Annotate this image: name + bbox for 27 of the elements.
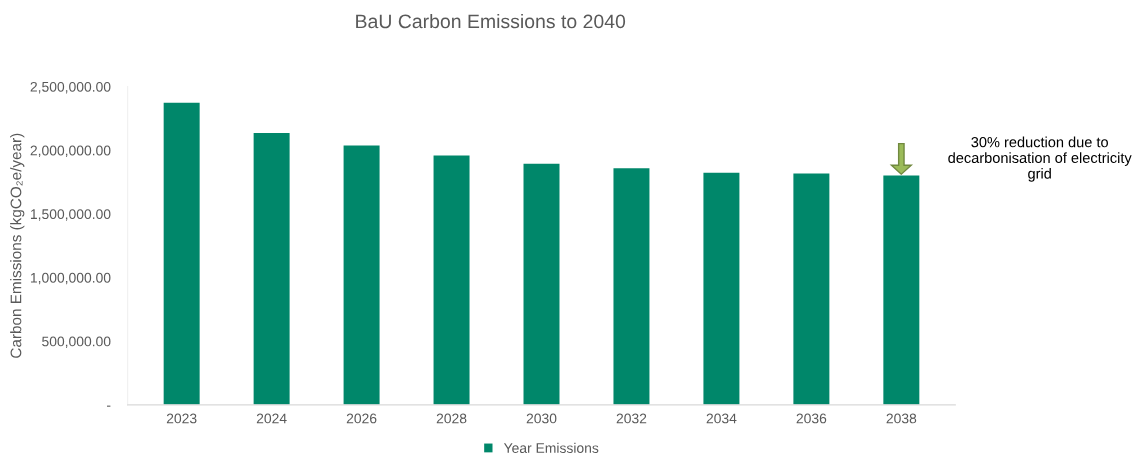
bar [163,102,200,405]
bar [793,173,830,405]
bar [613,168,650,405]
y-tick-label: 2,000,000.00 [30,145,111,158]
x-tick-label: 2032 [616,413,647,424]
x-tick-label: 2030 [526,413,557,424]
x-tick-label: 2028 [436,413,467,424]
y-tick-label: 2,500,000.00 [30,81,111,94]
y-tick-label: 1,000,000.00 [30,272,111,285]
bar [433,155,470,405]
y-axis-title: Carbon Emissions (kgCO₂e/year) [10,133,25,358]
x-tick-label: 2024 [256,413,287,424]
x-tick-label: 2036 [796,413,827,424]
bar [253,133,290,405]
bar [703,172,740,405]
x-tick-label: 2034 [706,413,737,424]
chart-title: BaU Carbon Emissions to 2040 [356,13,626,29]
x-tick-label: 2023 [166,413,197,424]
bar [343,145,380,405]
bar [523,163,560,405]
annotation: 30% reduction due to decarbonisation of electricity grid [948,136,1132,182]
y-tick-label: 500,000.00 [42,336,111,348]
y-tick-label: - [107,405,111,407]
x-tick-label: 2038 [886,413,917,424]
legend-label: Year Emissions [503,442,599,453]
x-tick-label: 2026 [346,413,377,424]
y-tick-label: 1,500,000.00 [30,209,111,221]
